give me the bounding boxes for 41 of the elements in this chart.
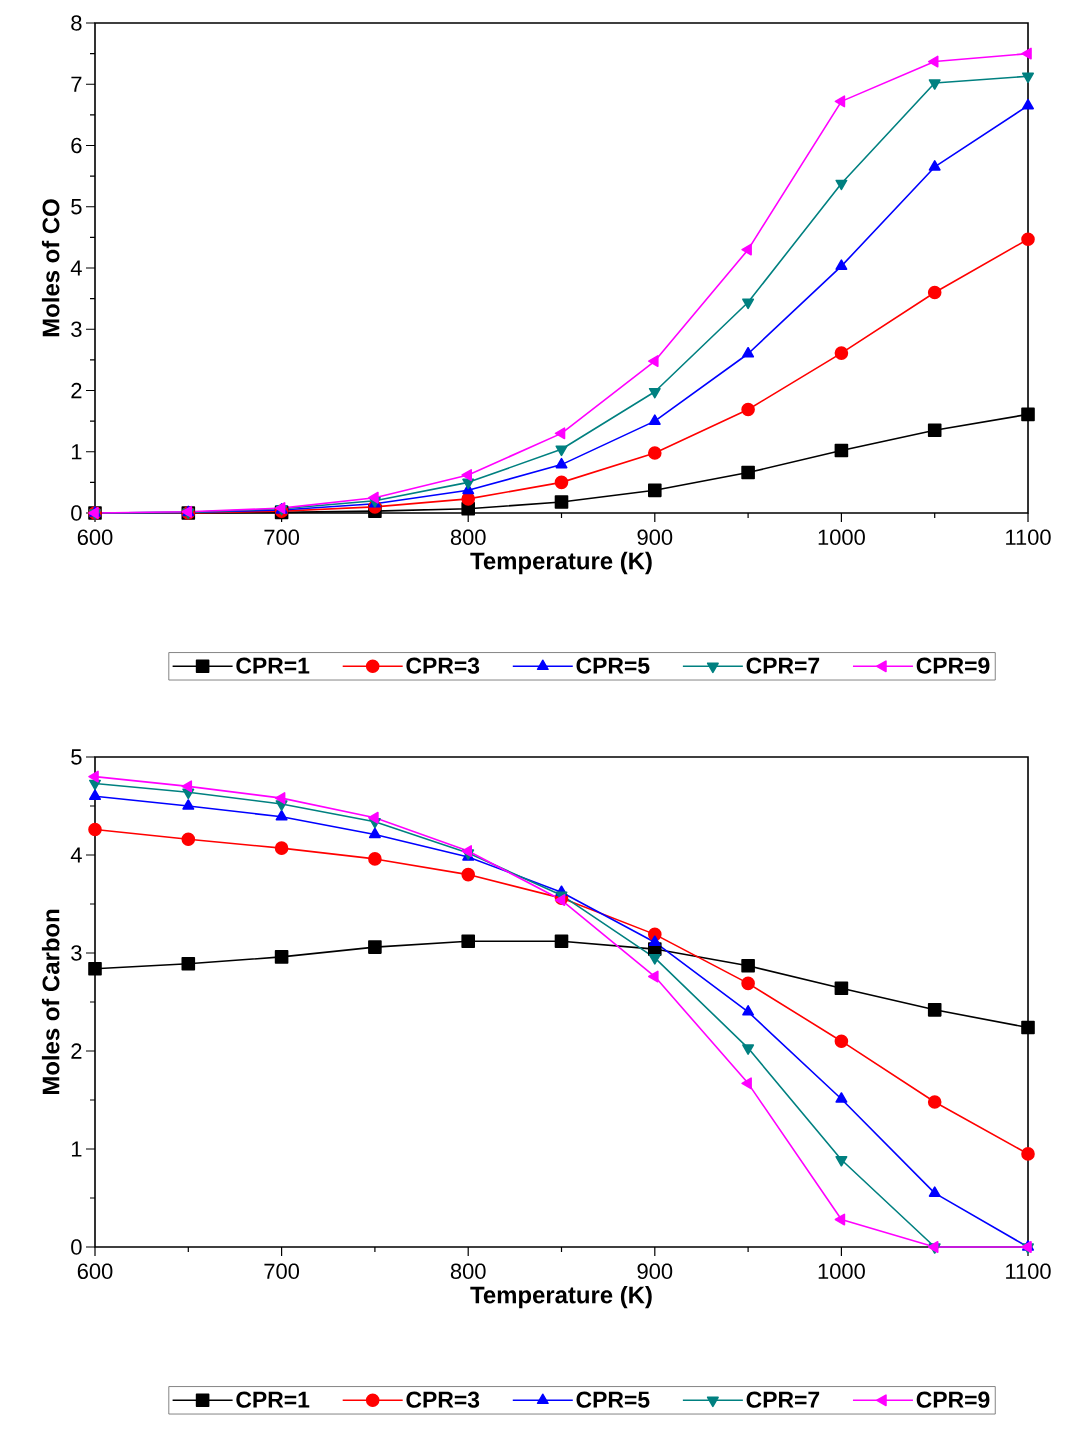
x-tick-label: 800 (450, 1263, 486, 1280)
y-tick-label: 3 (71, 945, 82, 961)
legend-label: CPR=1 (236, 657, 310, 674)
x-tick-label: 1100 (1006, 1263, 1051, 1280)
y-tick-label: 5 (71, 749, 82, 765)
y-tick-label: 1 (71, 1141, 82, 1157)
x-tick-label: 700 (264, 529, 300, 546)
y-tick-label: 2 (71, 1043, 82, 1059)
x-tick-label: 1000 (818, 1263, 865, 1280)
y-tick-label: 1 (71, 444, 82, 460)
y-tick-label: 3 (71, 321, 82, 337)
y-tick-label: 8 (71, 15, 82, 31)
y-tick-label: 7 (71, 76, 82, 92)
y-tick-label: 6 (71, 137, 82, 154)
y-tick-label: 0 (71, 1239, 82, 1255)
y-tick-label: 2 (71, 382, 82, 399)
y-tick-label: 5 (71, 199, 82, 215)
x-tick-label: 900 (637, 529, 673, 546)
legend-label: CPR=3 (406, 657, 480, 674)
x-tick-label: 600 (77, 1263, 113, 1280)
legend-label: CPR=9 (916, 1391, 990, 1408)
x-axis-title: Temperature (K) (470, 551, 652, 575)
legend-label: CPR=9 (916, 657, 990, 674)
x-tick-label: 800 (450, 529, 486, 546)
legend-label: CPR=7 (746, 1391, 820, 1408)
y-tick-label: 4 (70, 260, 82, 276)
y-axis-title: Moles of Carbon (41, 909, 60, 1095)
x-tick-label: 900 (637, 1263, 673, 1280)
legend-label: CPR=1 (236, 1391, 310, 1408)
x-tick-label: 1000 (818, 529, 865, 546)
legend-label: CPR=7 (746, 657, 820, 674)
y-tick-label: 0 (71, 505, 82, 521)
legend-label: CPR=5 (576, 657, 650, 674)
y-tick-label: 4 (70, 847, 82, 863)
x-axis-title: Temperature (K) (470, 1285, 652, 1309)
x-tick-label: 1100 (1006, 529, 1051, 546)
y-axis-title: Moles of CO (41, 199, 60, 337)
x-tick-label: 600 (77, 529, 113, 546)
x-tick-label: 700 (264, 1263, 300, 1280)
legend-label: CPR=5 (576, 1391, 650, 1408)
legend-label: CPR=3 (406, 1391, 480, 1408)
